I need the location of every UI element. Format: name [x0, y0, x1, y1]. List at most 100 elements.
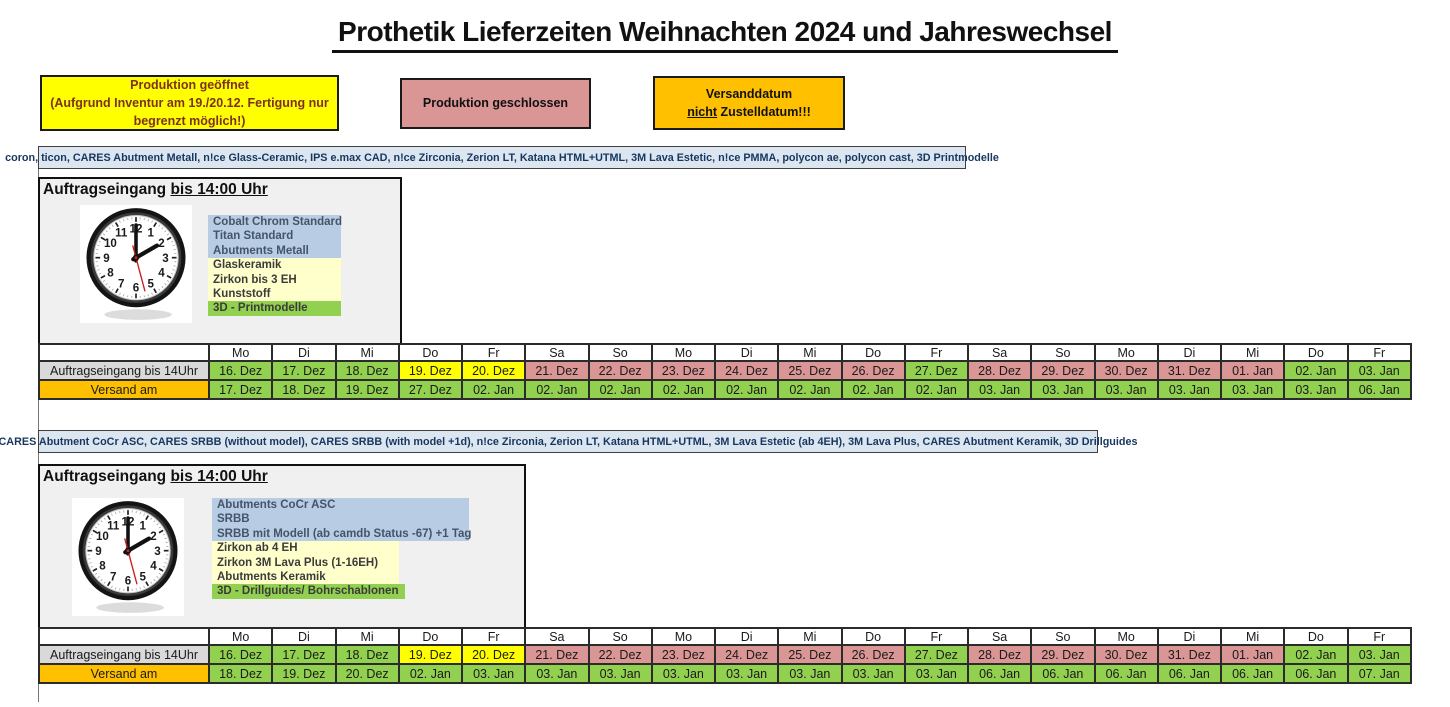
day-header-cell: So — [587, 627, 653, 646]
day-header-cell: Mi — [1219, 627, 1286, 646]
page-left-border — [38, 146, 39, 702]
day-header-cell: So — [1030, 627, 1096, 646]
shipping-date-cell: 03. Jan — [1219, 379, 1286, 400]
order-cutoff-date-cell: 28. Dez — [966, 644, 1033, 665]
legend-closed-label: Produktion geschlossen — [422, 96, 569, 111]
svg-text:5: 5 — [148, 278, 155, 290]
product-item: Zirkon bis 3 EH — [208, 272, 341, 287]
day-header-cell: Di — [1156, 343, 1223, 362]
order-cutoff-date-cell: 22. Dez — [587, 644, 653, 665]
material-banner-2: CARES Abutment CoCr ASC, CARES SRBB (wit… — [0, 430, 1138, 453]
svg-text:4: 4 — [158, 268, 165, 280]
svg-text:6: 6 — [125, 575, 132, 587]
shipping-date-cell: 20. Dez — [334, 663, 400, 684]
order-cutoff-date-cell: 26. Dez — [840, 360, 906, 381]
order-cutoff-date-cell: 27. Dez — [903, 360, 970, 381]
shipping-date-cell: 19. Dez — [334, 379, 400, 400]
shipping-date-cell: 06. Jan — [1346, 379, 1412, 400]
svg-text:3: 3 — [162, 253, 169, 265]
material-banner-2-text: CARES Abutment CoCr ASC, CARES SRBB (wit… — [0, 435, 1138, 448]
shipping-date-cell: 27. Dez — [397, 379, 464, 400]
day-header-cell: Do — [1283, 627, 1349, 646]
day-header-cell: Mi — [334, 343, 400, 362]
svg-text:5: 5 — [140, 571, 147, 583]
order-cutoff-date-cell: 20. Dez — [460, 360, 527, 381]
legend-shipping-nicht: nicht — [687, 105, 718, 119]
product-item: SRBB mit Modell (ab camdb Status -67) +1… — [212, 526, 471, 542]
shipping-date-cell: 03. Jan — [1030, 379, 1096, 400]
order-cutoff-date-cell: 26. Dez — [840, 644, 906, 665]
product-list-1: Cobalt Chrom Standard Titan Standard Abutm… — [208, 215, 342, 316]
order-cutoff-date-cell: 01. Jan — [1219, 644, 1286, 665]
shipping-date-cell: 03. Jan — [713, 663, 780, 684]
day-header-cell: Fr — [1346, 627, 1412, 646]
clock-image: 123456789101112 — [72, 498, 184, 616]
order-cutoff-date-cell: 17. Dez — [271, 644, 337, 665]
svg-text:1: 1 — [148, 227, 155, 239]
day-header-cell: Do — [397, 343, 464, 362]
order-cutoff-row-label: Auftragseingang bis 14Uhr — [38, 360, 210, 381]
schedule-table-2: Mo Di Mi Do Fr Sa So Mo Di Mi Do Fr Sa So Mo Di Mi Do Fr Au… — [38, 627, 1412, 684]
day-header-cell: Sa — [966, 343, 1033, 362]
shipping-date-cell: 03. Jan — [524, 663, 590, 684]
order-cutoff-date-cell: 25. Dez — [777, 360, 843, 381]
order-cutoff-date-cell: 03. Jan — [1346, 360, 1412, 381]
shipping-date-cell: 06. Jan — [1030, 663, 1096, 684]
shipping-date-cell: 02. Jan — [587, 379, 653, 400]
clock-image: 123456789101112 — [80, 205, 192, 323]
day-header-cell: Do — [840, 627, 906, 646]
legend-shipping-rest: Zustelldatum!!! — [717, 105, 811, 119]
day-header-cell: Mo — [650, 343, 717, 362]
shipping-date-cell: 02. Jan — [650, 379, 717, 400]
order-cutoff-date-cell: 01. Jan — [1219, 360, 1286, 381]
legend-shipping-line1: Versanddatum — [705, 86, 793, 101]
shipping-date-cell: 03. Jan — [650, 663, 717, 684]
shipping-date-cell: 03. Jan — [777, 663, 843, 684]
order-cutoff-date-cell: 03. Jan — [1346, 644, 1412, 665]
order-cutoff-date-cell: 20. Dez — [460, 644, 527, 665]
svg-text:7: 7 — [110, 571, 116, 583]
svg-text:11: 11 — [115, 227, 128, 239]
order-cutoff-date-cell: 19. Dez — [397, 644, 464, 665]
product-item: 3D - Printmodelle — [208, 301, 341, 316]
product-item: Glaskeramik — [208, 258, 341, 273]
material-banner-1-text: coron, ticon, CARES Abutment Metall, n!c… — [5, 151, 999, 164]
order-cutoff-date-cell: 31. Dez — [1156, 360, 1223, 381]
order-cutoff-date-cell: 19. Dez — [397, 360, 464, 381]
svg-text:9: 9 — [103, 253, 110, 265]
schedule-table-1: Mo Di Mi Do Fr Sa So Mo Di Mi Do Fr Sa So Mo Di Mi Do Fr Au… — [38, 343, 1412, 400]
day-header-cell: Fr — [1346, 343, 1412, 362]
order-cutoff-date-cell: 25. Dez — [777, 644, 843, 665]
day-header-cell: Di — [1156, 627, 1223, 646]
order-cutoff-date-cell: 17. Dez — [271, 360, 337, 381]
page-title: Prothetik Lieferzeiten Weihnachten 2024 … — [332, 16, 1118, 53]
shipping-date-cell: 06. Jan — [1283, 663, 1349, 684]
svg-text:8: 8 — [99, 561, 106, 573]
shipping-date-cell: 02. Jan — [524, 379, 590, 400]
title-bar: Prothetik Lieferzeiten Weihnachten 2024 … — [0, 16, 1450, 53]
order-cutoff-date-cell: 18. Dez — [334, 644, 400, 665]
day-header-cell: Mo — [1093, 627, 1159, 646]
product-item: Abutments CoCr ASC — [212, 498, 469, 513]
day-header-cell: Fr — [903, 343, 970, 362]
shipping-date-cell: 02. Jan — [713, 379, 780, 400]
order-cutoff-date-cell: 30. Dez — [1093, 644, 1159, 665]
product-item: Titan Standard — [208, 229, 341, 244]
day-header-cell: Mi — [334, 627, 400, 646]
day-header-cell: Mo — [207, 343, 274, 362]
shipping-date-cell: 03. Jan — [587, 663, 653, 684]
day-header-cell: Do — [397, 627, 464, 646]
shipping-date-cell: 02. Jan — [840, 379, 906, 400]
day-header-cell: Fr — [903, 627, 970, 646]
day-header-cell: Mo — [1093, 343, 1159, 362]
day-header-empty-cell — [38, 627, 210, 646]
shipping-date-cell: 03. Jan — [1283, 379, 1349, 400]
shipping-row-label: Versand am — [38, 379, 210, 400]
order-cutoff-date-cell: 16. Dez — [207, 644, 274, 665]
order-cutoff-date-cell: 31. Dez — [1156, 644, 1223, 665]
order-cutoff-date-cell: 21. Dez — [524, 644, 590, 665]
day-header-cell: Mi — [777, 627, 843, 646]
order-cutoff-row-label: Auftragseingang bis 14Uhr — [38, 644, 210, 665]
shipping-date-cell: 18. Dez — [207, 663, 274, 684]
shipping-date-cell: 06. Jan — [1156, 663, 1223, 684]
